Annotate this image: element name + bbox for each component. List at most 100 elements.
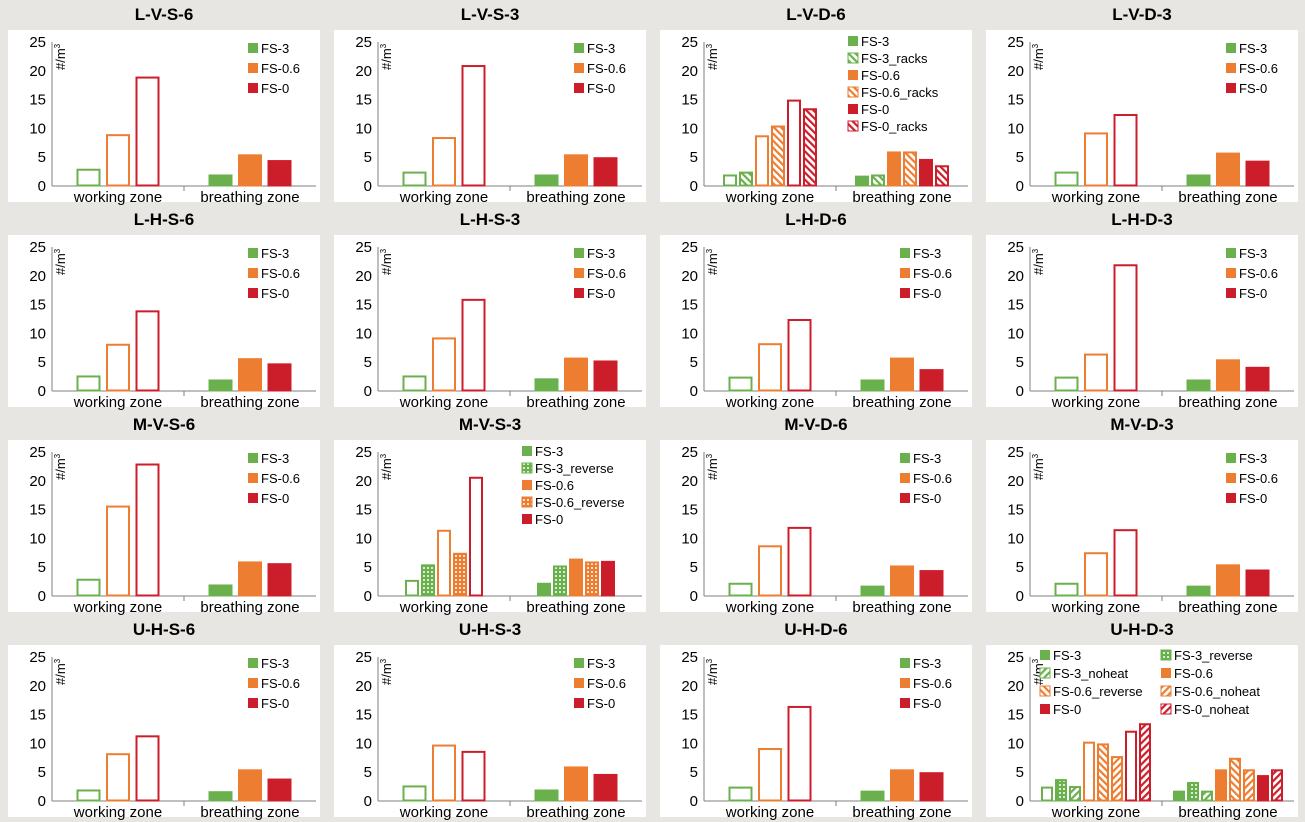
legend-label: FS-3_racks [861, 51, 928, 66]
y-tick-label: 10 [681, 735, 698, 752]
y-tick-label: 10 [681, 530, 698, 547]
chart-title: U-H-S-3 [459, 620, 521, 639]
legend-label: FS-0.6 [913, 471, 952, 486]
chart-title: L-V-S-6 [135, 5, 194, 24]
bar [1083, 741, 1095, 802]
y-tick-label: 10 [355, 325, 372, 342]
chart-svg: L-H-D-6 0 5 10 15 20 25 #/m3 working zone breathi… [660, 210, 972, 411]
legend-swatch [1226, 288, 1236, 298]
bar [437, 529, 451, 597]
category-label: breathing zone [1178, 599, 1277, 616]
legend-swatch [900, 288, 910, 298]
legend-label: FS-0.6 [261, 676, 300, 691]
bar [935, 165, 949, 187]
chart-svg: L-V-S-6 0 5 10 15 20 25 #/m3 working zone breathi… [8, 5, 320, 206]
bar [758, 748, 782, 802]
chart-title: M-V-S-3 [459, 415, 521, 434]
legend-swatch [248, 248, 258, 258]
bar [1041, 786, 1053, 802]
chart-panel-m-v-d-3: M-V-D-3 0 5 10 15 20 25 #/m3 working zone breathi… [978, 410, 1304, 616]
bar [1084, 552, 1108, 597]
chart-title: M-V-D-6 [784, 415, 847, 434]
bar [1229, 757, 1241, 802]
y-axis-label: #/m3 [379, 658, 394, 685]
bar [1186, 585, 1211, 597]
legend: FS-3 FS-0.6 FS-0 [574, 41, 626, 96]
y-tick-label: 15 [1007, 707, 1024, 724]
y-tick-label: 20 [29, 63, 46, 80]
y-tick-label: 5 [38, 354, 46, 371]
y-tick-label: 0 [1016, 383, 1024, 400]
legend-swatch [248, 453, 258, 463]
legend-swatch [848, 104, 858, 114]
bar [739, 171, 753, 187]
chart-title: L-H-D-3 [1111, 210, 1172, 229]
chart-panel-l-h-d-6: L-H-D-6 0 5 10 15 20 25 #/m3 working zone breathi… [652, 205, 978, 411]
legend-swatch [248, 43, 258, 53]
y-tick-label: 10 [681, 120, 698, 137]
category-label: breathing zone [526, 394, 625, 411]
legend-label: FS-0.6_reverse [1053, 684, 1143, 699]
chart-panel-u-h-s-6: U-H-S-6 0 5 10 15 20 25 #/m3 working zone breathi… [0, 615, 326, 821]
legend-swatch [1160, 703, 1172, 715]
y-axis-label: #/m3 [53, 248, 68, 275]
y-tick-label: 15 [681, 502, 698, 519]
bar [1055, 779, 1067, 802]
legend-swatch [521, 462, 533, 474]
legend: FS-3 FS-3_reverse FS-3_noheat FS-0.6 FS-0.6_… [1039, 648, 1260, 717]
y-tick-label: 15 [29, 707, 46, 724]
legend-label: FS-3 [261, 451, 289, 466]
legend-label: FS-3 [261, 656, 289, 671]
legend-label: FS-3 [1053, 648, 1081, 663]
y-tick-label: 15 [29, 92, 46, 109]
bar [728, 376, 753, 392]
legend: FS-3 FS-0.6 FS-0 [1226, 451, 1278, 506]
legend-label: FS-3_reverse [1174, 648, 1253, 663]
bar [787, 705, 812, 802]
y-tick-label: 5 [364, 354, 372, 371]
legend-label: FS-0.6 [861, 68, 900, 83]
legend-swatch [1161, 668, 1171, 678]
chart-panel-m-v-d-6: M-V-D-6 0 5 10 15 20 25 #/m3 working zone breathi… [652, 410, 978, 616]
category-label: working zone [1051, 599, 1140, 616]
legend-swatch [574, 83, 584, 93]
y-tick-label: 25 [1007, 649, 1024, 666]
bar [1186, 379, 1211, 392]
y-tick-label: 25 [29, 444, 46, 461]
y-tick-label: 15 [1007, 502, 1024, 519]
chart-title: M-V-D-3 [1110, 415, 1173, 434]
legend-label: FS-0 [535, 512, 563, 527]
bar [728, 582, 753, 597]
chart-title: M-V-S-6 [133, 415, 195, 434]
bar [1111, 756, 1123, 802]
y-tick-label: 5 [690, 559, 698, 576]
legend-label: FS-0.6 [1239, 266, 1278, 281]
bar [135, 463, 160, 597]
category-label: working zone [1051, 804, 1140, 821]
category-label: breathing zone [852, 189, 951, 206]
legend-swatch [1039, 667, 1051, 679]
bar [758, 343, 782, 392]
category-label: working zone [725, 804, 814, 821]
legend-label: FS-0.6_noheat [1174, 684, 1260, 699]
legend-swatch [521, 496, 533, 508]
chart-panel-m-v-s-3: M-V-S-3 0 5 10 15 20 25 #/m3 working zone breathi… [326, 410, 652, 616]
bar [569, 558, 583, 597]
bar [537, 582, 551, 597]
bar [461, 298, 486, 392]
y-tick-label: 20 [29, 473, 46, 490]
bar [564, 154, 588, 187]
bar [1271, 769, 1283, 802]
legend-label: FS-3 [535, 444, 563, 459]
legend: FS-3 FS-0.6 FS-0 [574, 656, 626, 711]
legend-label: FS-0.6 [261, 61, 300, 76]
bar [585, 561, 599, 597]
y-tick-label: 10 [29, 530, 46, 547]
y-tick-label: 5 [364, 149, 372, 166]
chart-panel-l-v-s-6: L-V-S-6 0 5 10 15 20 25 #/m3 working zone breathi… [0, 0, 326, 206]
bar [919, 570, 944, 597]
bar [135, 735, 160, 802]
chart-panel-u-h-d-3: U-H-D-3 0 5 10 15 20 25 #/m3 working zone breathi… [978, 615, 1304, 821]
bar [887, 151, 901, 187]
